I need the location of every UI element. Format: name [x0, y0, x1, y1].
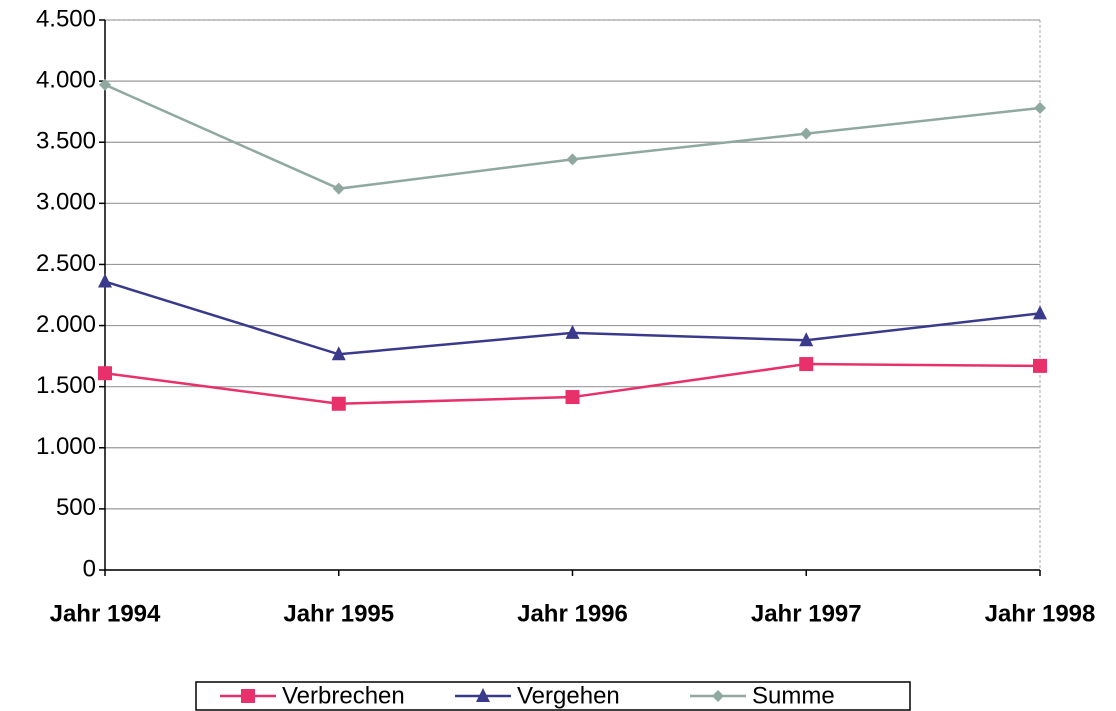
x-tick-label: Jahr 1998	[985, 600, 1096, 627]
legend-marker	[241, 689, 255, 703]
x-tick-label: Jahr 1994	[50, 600, 161, 627]
y-tick-label: 3.500	[36, 128, 96, 155]
y-tick-label: 2.500	[36, 250, 96, 277]
y-tick-label: 4.500	[36, 5, 96, 32]
data-point	[566, 153, 579, 166]
series-line	[104, 83, 1041, 190]
legend-label: Vergehen	[517, 682, 620, 709]
data-point	[99, 78, 111, 91]
data-point	[331, 346, 346, 361]
legend-box	[195, 681, 911, 711]
data-point	[1034, 102, 1046, 114]
y-tick-label: 1.000	[36, 433, 96, 460]
data-point	[331, 396, 346, 411]
x-tick-label: Jahr 1995	[283, 600, 394, 627]
data-point	[332, 182, 345, 195]
y-tick-label: 500	[56, 494, 96, 521]
data-point	[565, 324, 580, 339]
y-tick-label: 3.000	[36, 189, 96, 216]
y-tick-label: 2.000	[36, 311, 96, 338]
y-tick-label: 0	[83, 555, 96, 582]
data-point	[98, 366, 112, 381]
data-point	[799, 332, 814, 347]
x-tick-label: Jahr 1997	[751, 600, 862, 627]
y-tick-label: 4.000	[36, 66, 96, 93]
x-tick-label: Jahr 1996	[517, 600, 628, 627]
data-point	[1033, 305, 1047, 320]
y-tick-label: 1.500	[36, 372, 96, 399]
data-point	[800, 127, 813, 140]
data-point	[799, 357, 814, 372]
data-point	[98, 273, 112, 288]
series-line	[104, 280, 1041, 356]
data-point	[565, 390, 580, 405]
legend-label: Summe	[752, 682, 835, 709]
legend-marker	[712, 690, 724, 702]
legend-marker	[476, 688, 490, 702]
data-point	[1033, 358, 1047, 373]
legend-label: Verbrechen	[282, 682, 405, 709]
